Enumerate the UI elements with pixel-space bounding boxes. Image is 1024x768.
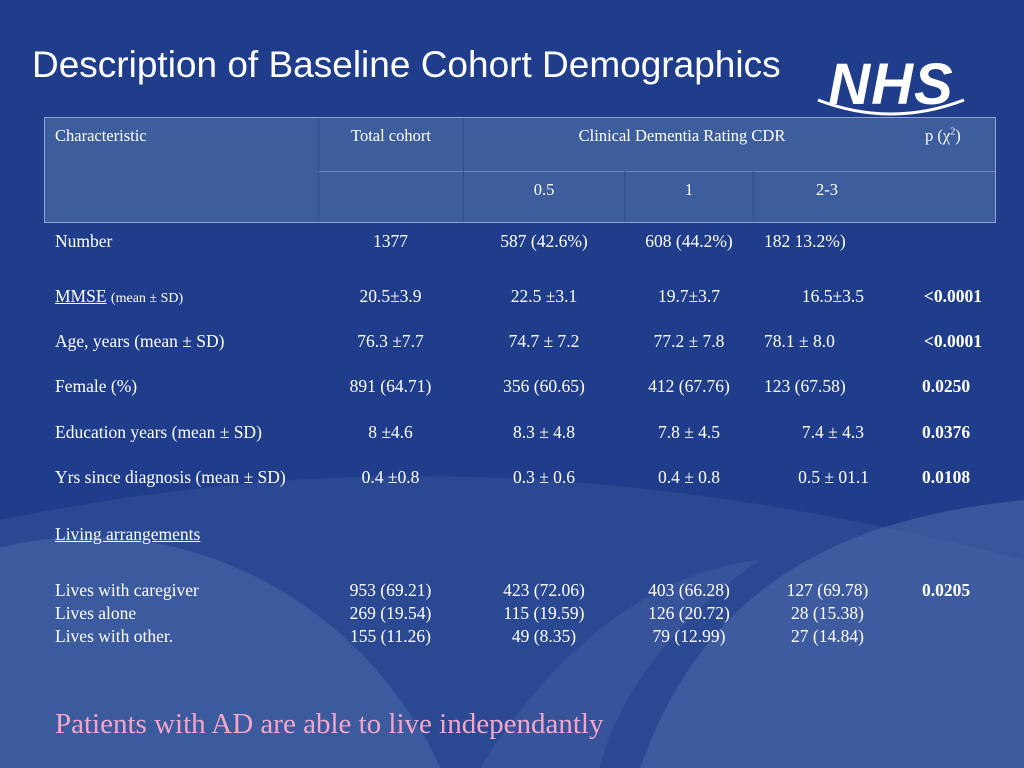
cell-cdr-1: 19.7±3.7 (657, 286, 721, 306)
cell-cdr-05: 49 (8.35) (511, 626, 577, 646)
cell-p-value: <0.0001 (923, 331, 982, 351)
row-label: Yrs since diagnosis (mean ± SD) (55, 467, 286, 487)
cell-cdr-2-3: 27 (14.84) (791, 626, 864, 646)
cell-cdr-05: 0.3 ± 0.6 (512, 467, 576, 487)
header-col-divider (753, 171, 754, 222)
row-label: Education years (mean ± SD) (55, 422, 262, 442)
cell-cdr-1: 608 (44.2%) (645, 231, 733, 251)
header-cdr-1: 1 (684, 180, 694, 199)
cell-total: 76.3 ±7.7 (357, 331, 424, 351)
footer-note: Patients with AD are able to live indepe… (55, 708, 604, 740)
header-cdr: Clinical Dementia Rating CDR (578, 126, 786, 145)
header-col-divider (318, 118, 319, 222)
header-cdr-2-3: 2-3 (816, 180, 838, 199)
table-header: Characteristic Total cohort Clinical Dem… (44, 117, 996, 223)
header-col-divider (624, 171, 625, 222)
cell-cdr-2-3: 78.1 ± 8.0 (764, 331, 835, 351)
cell-total: 0.4 ±0.8 (361, 467, 420, 487)
cell-cdr-2-3: 182 13.2%) (764, 231, 846, 251)
cell-cdr-05: 74.7 ± 7.2 (508, 331, 580, 351)
cell-cdr-2-3: 123 (67.58) (764, 376, 846, 396)
nhs-logo: NHS (814, 54, 968, 124)
cell-total: 1377 (373, 231, 408, 251)
cell-cdr-1: 0.4 ± 0.8 (657, 467, 721, 487)
header-col-divider (463, 118, 464, 222)
row-label: Female (%) (55, 376, 138, 396)
cell-p-value: 0.0250 (921, 376, 971, 396)
cell-total: 8 ±4.6 (368, 422, 413, 442)
cell-cdr-1: 77.2 ± 7.8 (653, 331, 725, 351)
cell-cdr-05: 115 (19.59) (503, 603, 585, 623)
cell-cdr-1: 403 (66.28) (648, 580, 730, 600)
cell-cdr-05: 423 (72.06) (503, 580, 585, 600)
row-label: Age, years (mean ± SD) (55, 331, 225, 351)
cell-total: 953 (69.21) (349, 580, 432, 600)
cell-cdr-05: 22.5 ±3.1 (510, 286, 578, 306)
living-arrangements-heading: Living arrangements (55, 524, 201, 544)
header-divider (318, 171, 995, 172)
living-label: Lives with caregiver (55, 580, 199, 600)
cell-p-value: 0.0376 (921, 422, 971, 442)
cell-p-value: 0.0205 (921, 580, 971, 600)
cell-total: 155 (11.26) (349, 626, 431, 646)
cell-cdr-2-3: 7.4 ± 4.3 (801, 422, 864, 442)
cell-cdr-05: 587 (42.6%) (500, 231, 588, 251)
header-total-cohort: Total cohort (351, 126, 431, 145)
cell-cdr-2-3: 16.5±3.5 (801, 286, 864, 306)
row-label: Number (55, 231, 113, 251)
cell-p-value: 0.0108 (921, 467, 971, 487)
cell-p-value: <0.0001 (923, 286, 982, 306)
cell-cdr-05: 8.3 ± 4.8 (512, 422, 576, 442)
living-label: Lives with other. (55, 626, 174, 646)
slide-title: Description of Baseline Cohort Demograph… (32, 44, 781, 85)
cell-cdr-2-3: 127 (69.78) (786, 580, 869, 600)
cell-cdr-2-3: 28 (15.38) (791, 603, 864, 623)
living-label: Lives alone (55, 603, 137, 623)
nhs-logo-text: NHS (828, 52, 954, 117)
cell-cdr-1: 126 (20.72) (648, 603, 730, 623)
cell-total: 269 (19.54) (349, 603, 432, 623)
row-label: MMSE (mean ± SD) (55, 286, 184, 306)
header-characteristic: Characteristic (55, 126, 147, 145)
cell-cdr-05: 356 (60.65) (503, 376, 585, 396)
cell-total: 891 (64.71) (349, 376, 432, 396)
cell-cdr-1: 412 (67.76) (648, 376, 730, 396)
cell-cdr-2-3: 0.5 ± 01.1 (798, 467, 869, 487)
cell-total: 20.5±3.9 (359, 286, 422, 306)
header-cdr-05: 0.5 (533, 180, 555, 199)
cell-cdr-1: 79 (12.99) (652, 626, 726, 646)
nhs-arc-icon (817, 98, 965, 116)
cell-cdr-1: 7.8 ± 4.5 (657, 422, 721, 442)
header-p-value: p (χ2) (925, 126, 961, 145)
